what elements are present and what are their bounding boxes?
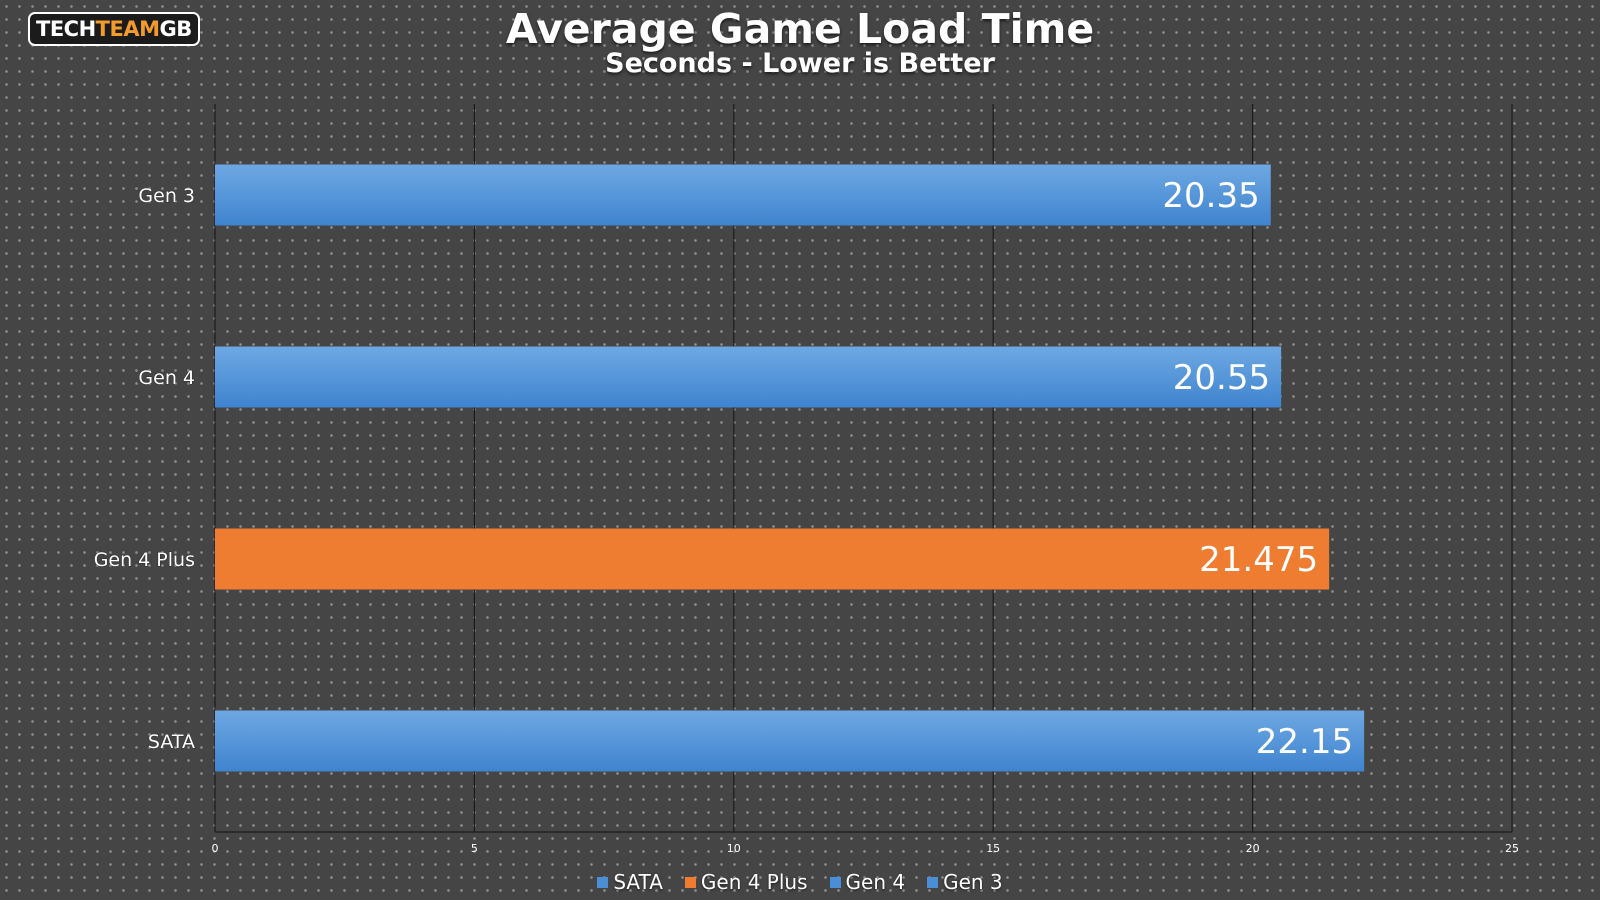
x-tick-label: 10 — [727, 842, 741, 855]
bar-gen-3 — [215, 164, 1271, 226]
bar-gen-4-plus — [215, 528, 1330, 590]
x-tick-label: 25 — [1505, 842, 1519, 855]
bar-value-label: 22.15 — [1256, 722, 1353, 762]
legend-swatch — [684, 876, 696, 888]
y-category-label: Gen 4 Plus — [94, 549, 195, 571]
legend-item: Gen 4 Plus — [684, 870, 808, 894]
chart-subtitle: Seconds - Lower is Better — [605, 48, 995, 79]
bar-value-label: 20.55 — [1173, 358, 1270, 398]
y-category-label: Gen 3 — [138, 185, 195, 207]
logo-text-tech: TECH — [36, 16, 96, 41]
x-tick-label: 20 — [1246, 842, 1260, 855]
chart-legend: SATA Gen 4 Plus Gen 4 Gen 3 — [0, 870, 1600, 894]
bar-value-label: 21.475 — [1199, 540, 1318, 580]
legend-swatch — [829, 876, 841, 888]
y-category-label: Gen 4 — [138, 367, 195, 389]
legend-label: Gen 3 — [943, 870, 1003, 894]
x-tick-label: 0 — [212, 842, 219, 855]
legend-label: SATA — [613, 870, 663, 894]
legend-label: Gen 4 — [845, 870, 906, 894]
bar-gen-4 — [215, 346, 1282, 408]
logo-text-gb: GB — [159, 16, 193, 41]
bar-sata — [215, 710, 1365, 772]
y-category-label: SATA — [148, 731, 195, 753]
x-tick-label: 15 — [986, 842, 1000, 855]
legend-item: SATA — [597, 870, 663, 894]
techteamgb-logo: TECH TEAM GB — [28, 12, 200, 46]
logo-text-team: TEAM — [95, 16, 160, 41]
chart-title: Average Game Load Time — [505, 5, 1095, 53]
bar-value-label: 20.35 — [1162, 176, 1259, 216]
legend-item: Gen 3 — [927, 870, 1003, 894]
legend-item: Gen 4 — [829, 870, 906, 894]
legend-label: Gen 4 Plus — [700, 870, 808, 894]
x-tick-label: 5 — [471, 842, 478, 855]
legend-swatch — [927, 876, 939, 888]
legend-swatch — [597, 876, 609, 888]
